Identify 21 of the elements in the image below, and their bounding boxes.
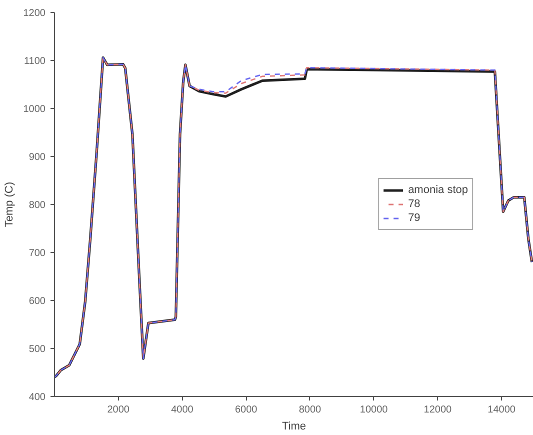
y-tick-label: 1200 bbox=[23, 8, 46, 19]
x-tick-label: 8000 bbox=[298, 404, 322, 416]
y-tick-label: 800 bbox=[28, 200, 46, 211]
y-tick-label: 500 bbox=[28, 344, 46, 355]
y-axis-title: Temp (C) bbox=[3, 182, 16, 228]
legend-label: 78 bbox=[408, 197, 422, 211]
y-tick-label: 700 bbox=[28, 248, 46, 259]
x-tick-label: 10000 bbox=[360, 404, 388, 416]
x-tick-label: 6000 bbox=[234, 404, 258, 416]
legend-label: amonia stop bbox=[408, 183, 468, 197]
y-tick-label: 400 bbox=[28, 392, 46, 403]
y-tick-label: 900 bbox=[28, 152, 46, 163]
y-tick-label: 600 bbox=[28, 296, 46, 307]
x-tick-label: 14000 bbox=[488, 404, 516, 416]
x-tick-label: 2000 bbox=[107, 404, 130, 416]
x-tick-label: 12000 bbox=[424, 404, 452, 416]
x-tick-label: 4000 bbox=[171, 404, 194, 416]
legend-label: 79 bbox=[408, 211, 422, 225]
y-tick-label: 1100 bbox=[24, 56, 46, 67]
y-tick-label: 1000 bbox=[23, 104, 46, 115]
x-axis-title: Time bbox=[282, 420, 306, 432]
